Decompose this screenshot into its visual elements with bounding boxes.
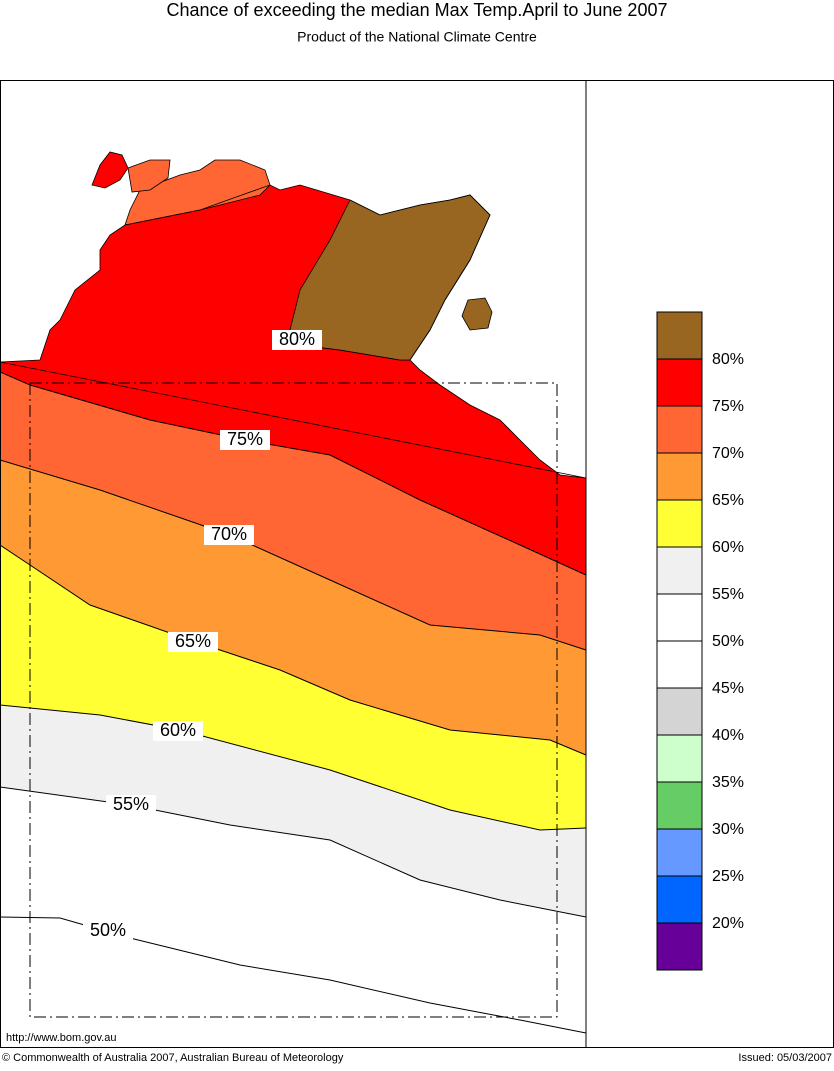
legend-swatch (656, 687, 703, 736)
legend-label: 35% (712, 774, 744, 791)
map-fill (0, 185, 586, 1048)
legend-label: 40% (712, 727, 744, 744)
land-features (0, 151, 587, 479)
legend-swatch (656, 311, 703, 360)
contour-label: 50% (90, 920, 126, 940)
contour-labels: 80% 75% 70% 65% 60% 55% 50% (83, 329, 322, 941)
legend-swatch (656, 452, 703, 501)
legend: 80% 75% 70% 65% 60% 55% 50% 45% 40% 35% 30% 25% 20% (656, 311, 744, 971)
contour-label: 60% (160, 720, 196, 740)
legend-swatch (656, 828, 703, 877)
legend-swatch (656, 640, 703, 689)
legend-label: 50% (712, 633, 744, 650)
legend-label: 20% (712, 915, 744, 932)
contour-label: 55% (113, 794, 149, 814)
subtitle: Product of the National Climate Centre (297, 29, 537, 45)
contour-label: 70% (211, 524, 247, 544)
legend-label: 70% (712, 445, 744, 462)
legend-label: 65% (712, 492, 744, 509)
legend-label: 55% (712, 586, 744, 603)
copyright: © Commonwealth of Australia 2007, Austra… (2, 1052, 344, 1064)
issued: Issued: 05/03/2007 (738, 1052, 832, 1064)
legend-label: 80% (712, 351, 744, 368)
legend-swatch (656, 358, 703, 407)
legend-swatch (656, 875, 703, 924)
legend-label: 25% (712, 868, 744, 885)
title: Chance of exceeding the median Max Temp.… (167, 0, 668, 20)
legend-swatch (656, 546, 703, 595)
legend-swatch (656, 734, 703, 783)
legend-swatch (656, 593, 703, 642)
contour-label: 65% (175, 631, 211, 651)
legend-swatch (656, 922, 703, 971)
legend-swatch (656, 405, 703, 454)
dash-frame (29, 382, 558, 1018)
contour-label: 75% (227, 429, 263, 449)
legend-label: 75% (712, 398, 744, 415)
legend-label: 45% (712, 680, 744, 697)
legend-label: 30% (712, 821, 744, 838)
legend-swatch (656, 499, 703, 548)
url: http://www.bom.gov.au (6, 1032, 116, 1044)
contour-label: 80% (279, 329, 315, 349)
legend-label: 60% (712, 539, 744, 556)
legend-swatch (656, 781, 703, 830)
